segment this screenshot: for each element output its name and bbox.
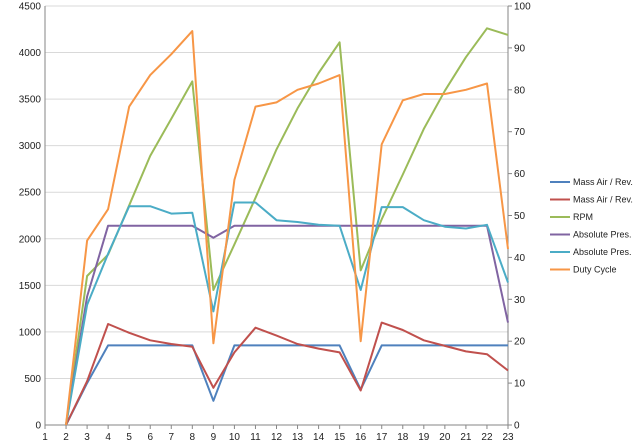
right-tick-label: 0: [514, 421, 520, 432]
right-tick-label: 100: [514, 2, 531, 13]
series-line: [65, 344, 508, 426]
x-tick-label: 20: [439, 432, 451, 443]
x-tick-label: 21: [460, 432, 472, 443]
left-tick-label: 2000: [19, 234, 42, 245]
x-tick-label: 6: [147, 432, 153, 443]
x-tick-label: 5: [126, 432, 132, 443]
x-tick-label: 11: [250, 432, 261, 443]
x-tick-label: 9: [211, 432, 217, 443]
x-tick-label: 15: [334, 432, 346, 443]
left-tick-label: 500: [24, 374, 41, 385]
x-tick-label: 17: [376, 432, 388, 443]
series-line: [65, 201, 509, 426]
legend: Mass Air / Rev. Mass Air / Rev. RPM Absolut…: [550, 177, 633, 275]
right-tick-label: 60: [514, 169, 526, 180]
right-tick-label: 20: [514, 337, 526, 348]
left-tick-label: 1500: [19, 281, 42, 292]
x-tick-label: 22: [481, 432, 493, 443]
left-tick-label: 1000: [19, 327, 42, 338]
legend-entry: Mass Air / Rev.: [573, 177, 633, 187]
x-tick-label: 14: [313, 432, 325, 443]
series-lines: [65, 27, 509, 426]
right-tick-label: 10: [514, 379, 526, 390]
x-tick-label: 8: [190, 432, 196, 443]
x-tick-label: 10: [229, 432, 241, 443]
right-tick-label: 40: [514, 253, 526, 264]
legend-entry: RPM: [573, 212, 593, 222]
left-tick-label: 3000: [19, 141, 42, 152]
x-tick-label: 12: [271, 432, 283, 443]
legend-entry: Duty Cycle: [573, 265, 617, 275]
right-tick-label: 30: [514, 295, 526, 306]
right-tick-label: 50: [514, 211, 526, 222]
x-tick-label: 7: [168, 432, 174, 443]
x-tick-label: 23: [502, 432, 514, 443]
left-axis-ticks: 0 500 1000 1500 2000 2500 3000 3500 4000 4500: [19, 2, 42, 432]
left-tick-label: 3500: [19, 95, 42, 106]
x-axis-ticks: 1 2 3 4 5 6 7 8 9 10 11 12 13 14 15 16 17 18 19 20 21 22 23: [42, 425, 514, 443]
x-tick-label: 2: [63, 432, 69, 443]
series-line: [65, 27, 509, 426]
x-tick-label: 13: [292, 432, 304, 443]
legend-entry: Mass Air / Rev.: [573, 195, 633, 205]
x-tick-label: 4: [105, 432, 111, 443]
series-line: [65, 224, 509, 426]
series-line: [65, 30, 509, 426]
left-tick-label: 0: [35, 421, 41, 432]
x-tick-label: 16: [355, 432, 367, 443]
left-tick-label: 2500: [19, 188, 42, 199]
legend-entry: Absolute Pres.: [573, 230, 632, 240]
left-tick-label: 4500: [19, 2, 42, 13]
right-axis-ticks: 0 10 20 30 40 50 60 70 80 90 100: [508, 2, 531, 432]
right-tick-label: 70: [514, 127, 526, 138]
x-tick-label: 18: [397, 432, 409, 443]
right-tick-label: 80: [514, 85, 526, 96]
legend-entry: Absolute Pres.: [573, 247, 632, 257]
left-tick-label: 4000: [19, 48, 42, 59]
x-tick-label: 3: [84, 432, 90, 443]
right-tick-label: 90: [514, 43, 526, 54]
x-tick-label: 19: [418, 432, 430, 443]
x-tick-label: 1: [42, 432, 48, 443]
series-line: [65, 321, 509, 426]
